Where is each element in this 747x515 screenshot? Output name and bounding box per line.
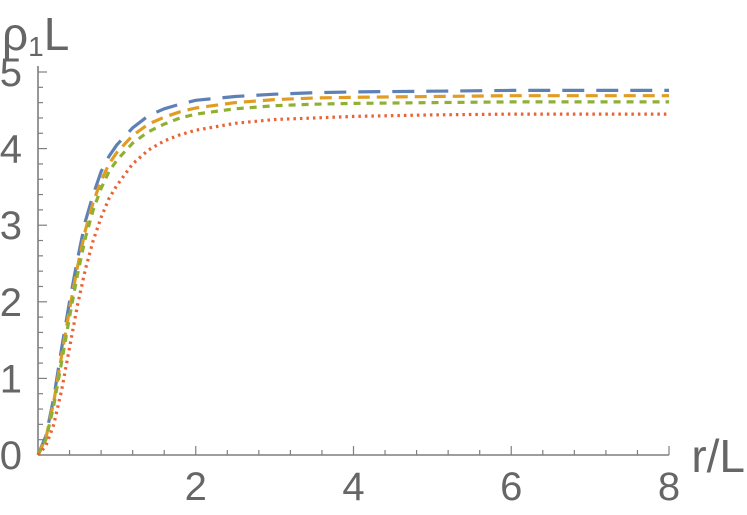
y-tick-label: 4	[0, 128, 22, 172]
series-line-4	[36, 112, 669, 457]
x-tick-label: 8	[658, 465, 680, 509]
series-line-2	[36, 94, 669, 456]
x-axis-title: r/L	[691, 430, 745, 482]
x-tick-label: 4	[342, 465, 364, 509]
y-tick-label: 5	[0, 51, 22, 95]
series-line-3	[36, 100, 669, 456]
y-ticks: 0 1 2 3 4 5	[0, 51, 47, 478]
y-axis-title-subscript: 1	[28, 31, 44, 62]
y-tick-label: 3	[0, 204, 22, 248]
x-tick-label: 2	[185, 465, 207, 509]
y-tick-label: 1	[0, 357, 22, 401]
y-tick-label: 2	[0, 281, 22, 325]
y-tick-label: 0	[0, 434, 22, 478]
axes: 2 4 6 8 0 1 2 3 4 5	[0, 51, 680, 509]
y-axis-title-tail: L	[44, 8, 70, 60]
series-layer	[36, 88, 669, 457]
x-ticks: 2 4 6 8	[68, 446, 680, 509]
y-axis-title: ρ1L	[2, 8, 69, 62]
x-tick-label: 6	[500, 465, 522, 509]
y-axis-title-main: ρ	[2, 8, 28, 60]
series-line-1	[36, 88, 669, 456]
